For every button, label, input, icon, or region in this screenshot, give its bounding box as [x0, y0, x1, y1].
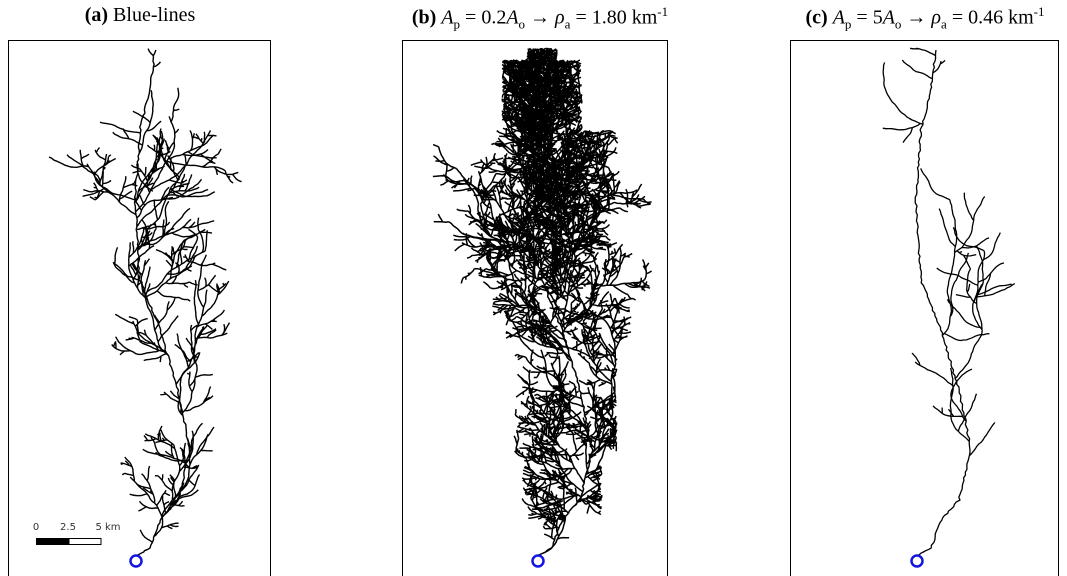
title-part: → — [525, 6, 556, 29]
title-part: ρ — [931, 6, 942, 29]
title-part: A — [441, 6, 454, 29]
panel-title: (a) Blue-lines — [0, 4, 280, 27]
title-part: -1 — [1033, 4, 1045, 19]
title-text: Blue-lines — [113, 4, 196, 26]
title-part: o — [894, 16, 902, 32]
title-part: p — [844, 16, 852, 32]
title-part: = 5 — [851, 6, 883, 29]
scale-label: 2.5 — [60, 522, 76, 533]
title-part: o — [518, 16, 526, 32]
title-part: ρ — [555, 6, 565, 29]
outlet — [910, 554, 924, 568]
stream-network — [882, 47, 1016, 557]
stream-network — [48, 48, 242, 557]
title-part: a — [941, 16, 947, 32]
title-part: = 1.80 km — [570, 6, 658, 29]
panel-label: (b) — [411, 6, 437, 29]
panel-label: (a) — [84, 4, 109, 26]
scale-label: 5 km — [95, 522, 120, 533]
title-part: p — [453, 16, 461, 32]
scale-segment — [68, 538, 102, 545]
panel-title: (c) Ap = 5Ao → ρa = 0.46 km-1 — [780, 4, 1067, 33]
outlet — [531, 554, 545, 568]
panel-title: (b) Ap = 0.2Ao → ρa = 1.80 km-1 — [390, 4, 690, 33]
title-part: -1 — [657, 4, 669, 19]
title-part: → — [901, 6, 932, 29]
title-part: A — [832, 6, 845, 29]
outlet — [129, 554, 143, 568]
map-frame — [790, 40, 1059, 576]
stream-network — [432, 47, 652, 557]
title-part: A — [882, 6, 895, 29]
title-part: = 0.46 km — [946, 6, 1034, 29]
scale-segment — [36, 538, 69, 545]
map-frame — [8, 40, 271, 576]
scale-label: 0 — [33, 522, 39, 533]
map-frame — [402, 40, 668, 576]
title-part: a — [564, 16, 571, 32]
scale-bar: 0 2.5 5 km — [33, 522, 121, 545]
panel-label: (c) — [805, 6, 828, 29]
title-part: = 0.2 — [460, 6, 507, 29]
title-part: A — [506, 6, 519, 29]
